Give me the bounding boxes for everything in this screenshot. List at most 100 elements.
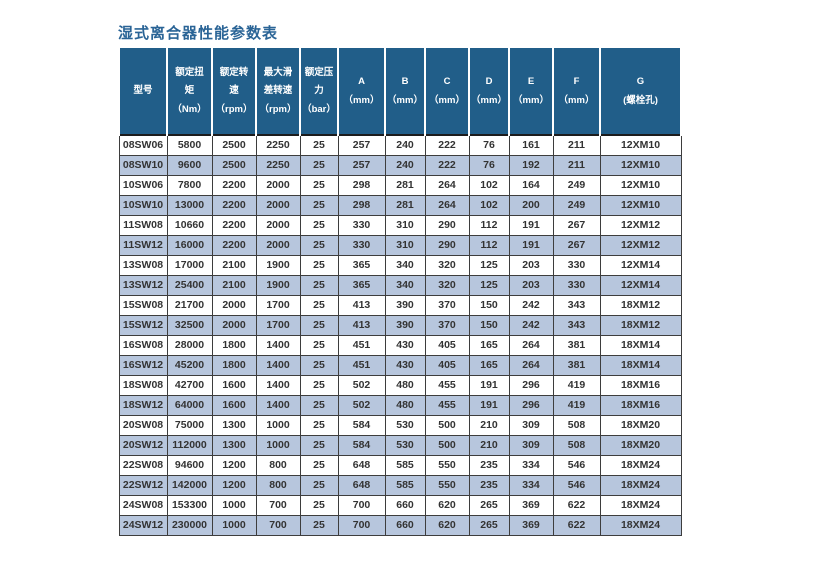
table-row: 24SW08 153300 1000 700 25 700 660 620 265 369 622 1…	[118, 494, 682, 516]
table-cell: 12XM10	[599, 134, 682, 156]
table-cell: 2250	[255, 154, 301, 176]
table-cell: 343	[552, 314, 601, 336]
table-cell: 211	[552, 154, 601, 176]
table-cell: 2100	[211, 274, 257, 296]
table-cell: 12XM10	[599, 194, 682, 216]
table-cell: 585	[384, 474, 426, 496]
table-cell: 24SW08	[118, 494, 168, 516]
table-cell: 1900	[255, 274, 301, 296]
table-cell: 25	[299, 194, 339, 216]
table-cell: 1400	[255, 394, 301, 416]
table-cell: 281	[384, 174, 426, 196]
table-cell: 700	[255, 494, 301, 516]
table-cell: 165	[468, 334, 510, 356]
table-row: 08SW06 5800 2500 2250 25 257 240 222 76 161 211 12X…	[118, 134, 682, 156]
table-cell: 2100	[211, 254, 257, 276]
table-cell: 381	[552, 354, 601, 376]
table-cell: 25400	[166, 274, 213, 296]
table-cell: 20SW12	[118, 434, 168, 456]
table-row: 10SW10 13000 2200 2000 25 298 281 264 102 200 249 1…	[118, 194, 682, 216]
table-cell: 622	[552, 514, 601, 536]
table-cell: 267	[552, 234, 601, 256]
table-cell: 200	[508, 194, 554, 216]
table-cell: 502	[337, 394, 386, 416]
table-cell: 296	[508, 394, 554, 416]
table-cell: 18XM24	[599, 494, 682, 516]
table-cell: 800	[255, 474, 301, 496]
table-cell: 451	[337, 354, 386, 376]
table-cell: 700	[337, 514, 386, 536]
table-cell: 1600	[211, 394, 257, 416]
table-cell: 1700	[255, 294, 301, 316]
table-cell: 1000	[255, 434, 301, 456]
table-cell: 12XM10	[599, 174, 682, 196]
column-header: 额定扭矩（Nm）	[166, 48, 213, 135]
table-cell: 584	[337, 434, 386, 456]
table-cell: 13SW08	[118, 254, 168, 276]
table-cell: 210	[468, 434, 510, 456]
table-cell: 150	[468, 294, 510, 316]
table-cell: 1200	[211, 454, 257, 476]
column-header: 额定压力（bar）	[299, 48, 339, 135]
table-cell: 2000	[211, 314, 257, 336]
table-cell: 369	[508, 514, 554, 536]
table-row: 22SW08 94600 1200 800 25 648 585 550 235 334 546 18…	[118, 454, 682, 476]
table-cell: 45200	[166, 354, 213, 376]
table-cell: 18XM20	[599, 434, 682, 456]
table-cell: 7800	[166, 174, 213, 196]
table-cell: 340	[384, 254, 426, 276]
table-cell: 508	[552, 434, 601, 456]
column-header: E （mm）	[508, 48, 554, 135]
table-cell: 648	[337, 474, 386, 496]
table-cell: 18XM16	[599, 374, 682, 396]
table-cell: 365	[337, 274, 386, 296]
table-row: 11SW12 16000 2200 2000 25 330 310 290 112 191 267 1…	[118, 234, 682, 256]
table-cell: 75000	[166, 414, 213, 436]
table-cell: 112	[468, 214, 510, 236]
table-cell: 334	[508, 454, 554, 476]
table-cell: 08SW10	[118, 154, 168, 176]
table-cell: 620	[424, 514, 470, 536]
table-row: 18SW08 42700 1600 1400 25 502 480 455 191 296 419 1…	[118, 374, 682, 396]
table-cell: 5800	[166, 134, 213, 156]
table-cell: 64000	[166, 394, 213, 416]
table-cell: 42700	[166, 374, 213, 396]
table-cell: 18XM24	[599, 454, 682, 476]
table-cell: 10SW10	[118, 194, 168, 216]
table-cell: 620	[424, 494, 470, 516]
table-cell: 10660	[166, 214, 213, 236]
table-cell: 390	[384, 314, 426, 336]
table-cell: 192	[508, 154, 554, 176]
table-cell: 18XM24	[599, 474, 682, 496]
table-cell: 25	[299, 234, 339, 256]
table-cell: 235	[468, 474, 510, 496]
table-cell: 1700	[255, 314, 301, 336]
table-cell: 17000	[166, 254, 213, 276]
table-cell: 1300	[211, 434, 257, 456]
table-cell: 12XM14	[599, 254, 682, 276]
table-row: 10SW06 7800 2200 2000 25 298 281 264 102 164 249 12…	[118, 174, 682, 196]
table-cell: 1800	[211, 334, 257, 356]
column-header: C （mm）	[424, 48, 470, 135]
table-cell: 1400	[255, 374, 301, 396]
parameter-table: 型号 额定扭矩（Nm） 额定转速（rpm） 最大滑 差转速 （rpm） 额定压力（bar） A…	[118, 48, 682, 536]
table-cell: 230000	[166, 514, 213, 536]
table-cell: 240	[384, 154, 426, 176]
table-cell: 264	[508, 334, 554, 356]
table-cell: 150	[468, 314, 510, 336]
table-cell: 370	[424, 314, 470, 336]
table-cell: 1200	[211, 474, 257, 496]
table-row: 20SW12 112000 1300 1000 25 584 530 500 210 309 508…	[118, 434, 682, 456]
column-header: 最大滑 差转速 （rpm）	[255, 48, 301, 135]
table-cell: 235	[468, 454, 510, 476]
table-cell: 25	[299, 374, 339, 396]
table-cell: 480	[384, 394, 426, 416]
table-cell: 125	[468, 254, 510, 276]
table-cell: 2000	[255, 234, 301, 256]
table-cell: 265	[468, 514, 510, 536]
table-cell: 76	[468, 134, 510, 156]
table-cell: 451	[337, 334, 386, 356]
table-cell: 125	[468, 274, 510, 296]
table-row: 24SW12 230000 1000 700 25 700 660 620 265 369 622 1…	[118, 514, 682, 536]
